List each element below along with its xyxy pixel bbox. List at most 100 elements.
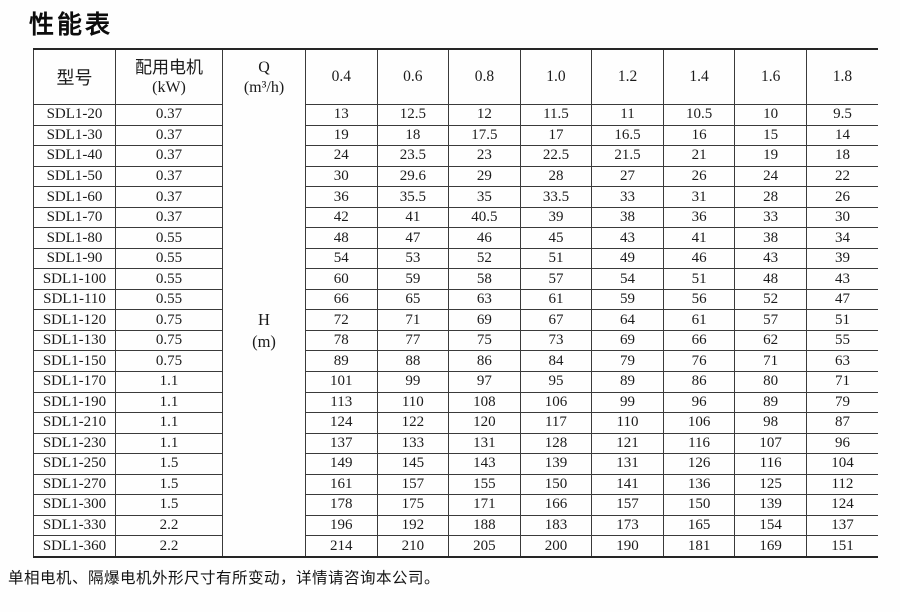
head-value-cell: 35.5 bbox=[377, 186, 450, 208]
motor-kw-cell: 0.55 bbox=[115, 248, 223, 270]
head-value-cell: 104 bbox=[806, 453, 878, 475]
head-value-cell: 125 bbox=[734, 474, 807, 496]
motor-kw-cell: 2.2 bbox=[115, 515, 223, 537]
head-value-cell: 28 bbox=[734, 186, 807, 208]
page-title: 性能表 bbox=[29, 11, 114, 39]
motor-column-header: 配用电机 (kW) bbox=[115, 49, 223, 106]
table-row: SDL1-20 0.37 13 12.5 12 11.5 11 10.5 10 9.5 bbox=[33, 104, 878, 126]
q-h-column-inner: Q (m³/h) H (m) bbox=[223, 50, 305, 556]
head-value-cell: 78 bbox=[305, 330, 378, 352]
motor-kw-cell: 0.75 bbox=[115, 330, 223, 352]
motor-kw-cell: 0.37 bbox=[115, 166, 223, 188]
head-value-cell: 192 bbox=[377, 515, 450, 537]
head-value-cell: 166 bbox=[520, 494, 593, 516]
table-row: SDL1-50 0.37 30 29.6 29 28 27 26 24 22 bbox=[33, 166, 878, 188]
head-value-cell: 141 bbox=[591, 474, 664, 496]
head-value-cell: 43 bbox=[591, 227, 664, 249]
table-row: SDL1-120 0.75 72 71 69 67 64 61 57 51 bbox=[33, 309, 878, 331]
head-value-cell: 27 bbox=[591, 166, 664, 188]
head-value-cell: 76 bbox=[663, 350, 736, 373]
model-cell: SDL1-20 bbox=[33, 104, 116, 126]
head-value-cell: 117 bbox=[520, 412, 593, 434]
head-value-cell: 99 bbox=[591, 392, 664, 414]
head-value-cell: 29.6 bbox=[377, 166, 450, 188]
head-value-cell: 157 bbox=[591, 494, 664, 516]
head-value-cell: 51 bbox=[806, 309, 878, 331]
motor-kw-cell: 0.75 bbox=[115, 350, 223, 373]
head-value-cell: 57 bbox=[734, 309, 807, 331]
table-row: SDL1-270 1.5 161 157 155 150 141 136 125 112 bbox=[33, 474, 878, 496]
head-value-cell: 116 bbox=[663, 433, 736, 455]
head-value-cell: 65 bbox=[377, 289, 450, 311]
head-value-cell: 107 bbox=[734, 433, 807, 455]
motor-kw-cell: 0.37 bbox=[115, 125, 223, 147]
motor-kw-cell: 0.55 bbox=[115, 268, 223, 290]
model-cell: SDL1-190 bbox=[33, 392, 116, 414]
motor-kw-cell: 0.55 bbox=[115, 227, 223, 249]
head-value-cell: 73 bbox=[520, 330, 593, 352]
header-row: 型号 配用电机 (kW) Q (m³/h) H (m) 0.4 0. bbox=[33, 49, 878, 558]
head-value-cell: 139 bbox=[520, 453, 593, 475]
head-value-cell: 116 bbox=[734, 453, 807, 475]
head-value-cell: 110 bbox=[377, 392, 450, 414]
table-row: SDL1-30 0.37 19 18 17.5 17 16.5 16 15 14 bbox=[33, 125, 878, 147]
head-value-cell: 51 bbox=[520, 248, 593, 270]
model-cell: SDL1-40 bbox=[33, 145, 116, 167]
head-value-cell: 157 bbox=[377, 474, 450, 496]
table-row: SDL1-170 1.1 101 99 97 95 89 86 80 71 bbox=[33, 371, 878, 393]
head-value-cell: 28 bbox=[520, 166, 593, 188]
head-value-cell: 110 bbox=[591, 412, 664, 434]
table-row: SDL1-230 1.1 137 133 131 128 121 116 107 96 bbox=[33, 433, 878, 455]
head-value-cell: 97 bbox=[448, 371, 521, 393]
table-row: SDL1-190 1.1 113 110 108 106 99 96 89 79 bbox=[33, 392, 878, 414]
flow-value-header: 1.8 bbox=[806, 49, 878, 106]
head-value-cell: 175 bbox=[377, 494, 450, 516]
motor-kw-cell: 0.37 bbox=[115, 207, 223, 229]
head-value-cell: 131 bbox=[448, 433, 521, 455]
head-value-cell: 24 bbox=[734, 166, 807, 188]
head-value-cell: 62 bbox=[734, 330, 807, 352]
head-value-cell: 36 bbox=[663, 207, 736, 229]
head-value-cell: 61 bbox=[520, 289, 593, 311]
flow-value-header: 0.8 bbox=[448, 49, 521, 106]
head-value-cell: 35 bbox=[448, 186, 521, 208]
head-value-cell: 149 bbox=[305, 453, 378, 475]
head-value-cell: 46 bbox=[448, 227, 521, 249]
head-value-cell: 200 bbox=[520, 535, 593, 558]
motor-kw-cell: 1.5 bbox=[115, 474, 223, 496]
motor-kw-cell: 1.1 bbox=[115, 392, 223, 414]
head-value-cell: 133 bbox=[377, 433, 450, 455]
head-value-cell: 10 bbox=[734, 104, 807, 126]
head-value-cell: 99 bbox=[377, 371, 450, 393]
head-value-cell: 67 bbox=[520, 309, 593, 331]
head-value-cell: 71 bbox=[377, 309, 450, 331]
head-value-cell: 86 bbox=[448, 350, 521, 373]
head-value-cell: 54 bbox=[305, 248, 378, 270]
head-value-cell: 16.5 bbox=[591, 125, 664, 147]
head-value-cell: 51 bbox=[663, 268, 736, 290]
table-row: SDL1-360 2.2 214 210 205 200 190 181 169 151 bbox=[33, 535, 878, 558]
head-value-cell: 24 bbox=[305, 145, 378, 167]
head-value-cell: 26 bbox=[806, 186, 878, 208]
head-value-cell: 106 bbox=[520, 392, 593, 414]
flow-value-header: 0.4 bbox=[305, 49, 378, 106]
motor-kw-cell: 0.37 bbox=[115, 145, 223, 167]
head-value-cell: 52 bbox=[734, 289, 807, 311]
table-row: SDL1-300 1.5 178 175 171 166 157 150 139 124 bbox=[33, 494, 878, 516]
head-value-cell: 59 bbox=[591, 289, 664, 311]
head-value-cell: 13 bbox=[305, 104, 378, 126]
model-cell: SDL1-130 bbox=[33, 330, 116, 352]
head-value-cell: 150 bbox=[520, 474, 593, 496]
head-value-cell: 63 bbox=[806, 350, 878, 373]
motor-kw-cell: 1.1 bbox=[115, 433, 223, 455]
head-value-cell: 12 bbox=[448, 104, 521, 126]
head-value-cell: 87 bbox=[806, 412, 878, 434]
head-value-cell: 48 bbox=[305, 227, 378, 249]
head-value-cell: 121 bbox=[591, 433, 664, 455]
table-row: SDL1-150 0.75 89 88 86 84 79 76 71 63 bbox=[33, 350, 878, 373]
head-value-cell: 96 bbox=[663, 392, 736, 414]
table-row: SDL1-210 1.1 124 122 120 117 110 106 98 87 bbox=[33, 412, 878, 434]
head-value-cell: 108 bbox=[448, 392, 521, 414]
head-value-cell: 72 bbox=[305, 309, 378, 331]
motor-kw-cell: 1.5 bbox=[115, 494, 223, 516]
